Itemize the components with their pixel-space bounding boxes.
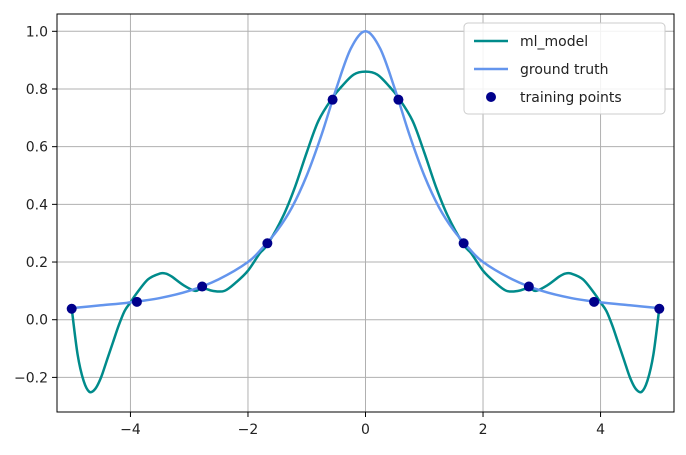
y-tick-label: 0.4: [26, 197, 48, 213]
y-tick-label: 1.0: [26, 24, 48, 40]
legend: ml_model ground truth training points: [463, 22, 666, 115]
training-point: [66, 303, 77, 314]
x-tick-label: −4: [120, 422, 141, 438]
legend-label-training-points: training points: [520, 90, 622, 106]
series-line-ground-truth: [70, 30, 661, 310]
legend-label-ground-truth: ground truth: [520, 62, 608, 78]
series-lines: [70, 30, 661, 394]
series-line-ml-model: [70, 70, 661, 394]
training-point: [131, 296, 142, 307]
legend-label-ml-model: ml_model: [520, 34, 588, 50]
x-tick-label: 0: [361, 422, 370, 438]
x-tick-label: 2: [479, 422, 488, 438]
training-point: [589, 296, 600, 307]
training-point: [393, 94, 404, 105]
y-tick-label: 0.6: [26, 140, 48, 156]
x-tick-label: −2: [238, 422, 259, 438]
y-tick-label: 0.0: [26, 313, 48, 329]
training-point: [197, 281, 208, 292]
training-point: [262, 238, 273, 249]
y-tick-label: 0.2: [26, 255, 48, 271]
training-points: [66, 94, 665, 314]
training-point: [458, 238, 469, 249]
legend-box: [463, 22, 666, 115]
y-tick-label: −0.2: [14, 370, 48, 386]
training-point: [523, 281, 534, 292]
x-tick-label: 4: [596, 422, 605, 438]
ticks: −4 −2 0 2 4 −0.2 0.0 0.2 0.4 0.6 0.8 1.0: [14, 24, 605, 438]
training-point: [654, 303, 665, 314]
y-tick-label: 0.8: [26, 82, 48, 98]
training-point: [327, 94, 338, 105]
legend-swatch-training-points: [486, 92, 496, 102]
